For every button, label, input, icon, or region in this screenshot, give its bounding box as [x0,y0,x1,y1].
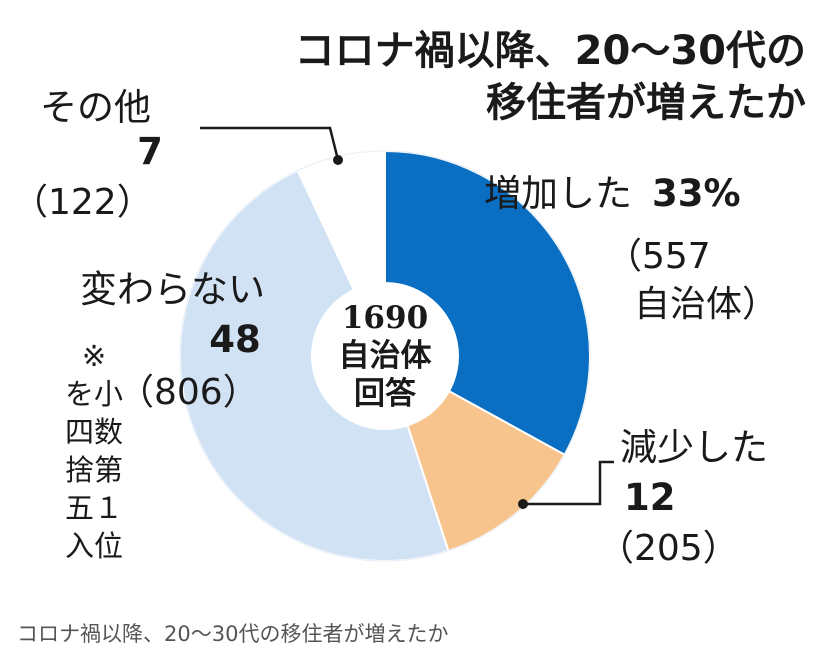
label-decrease-value: 12 [624,476,676,519]
label-other-name: その他 [40,86,151,129]
label-decrease-count: （205） [598,528,739,569]
label-increase-name: 増加した [484,172,632,215]
chart-caption: コロナ禍以降、20〜30代の移住者が増えたか [17,622,449,646]
note-line-1: ※ [82,339,106,373]
label-increase-count-line-1: （557 [606,236,711,277]
chart-title-line-1: コロナ禍以降、20〜30代の [295,28,806,74]
label-nochange-count: （806） [118,372,259,413]
leader-line-decrease [523,460,614,506]
note-line-2: を小 [65,377,123,411]
leader-dot-decrease [518,499,528,509]
note-line-3: 四数 [65,415,123,449]
label-nochange-name: 変わらない [80,268,265,311]
center-label-line-1: 1690 [342,300,428,336]
note-line-5: 五１ [65,491,123,525]
label-increase-value: 33% [652,172,741,215]
chart-title-line-2: 移住者が増えたか [486,80,806,126]
label-decrease-name: 減少した [620,426,768,469]
pie-outline [179,150,591,562]
center-hole [311,282,459,430]
label-other-value: 7 [137,130,163,173]
pie-chart: 1690 自治体 回答 コロナ禍以降、20〜30代の 移住者が増えたか その他 … [12,28,806,569]
note-line-4: 捨第 [65,453,123,487]
label-other-count: （122） [12,182,153,223]
leader-line-other [200,126,340,161]
label-nochange-value: 48 [209,318,261,361]
center-label-line-2: 自治体 [339,338,432,374]
center-label-line-3: 回答 [354,376,417,412]
label-increase-count-line-2: 自治体） [634,284,778,325]
note-line-6: 入位 [65,529,123,563]
leader-dot-other [333,155,343,165]
